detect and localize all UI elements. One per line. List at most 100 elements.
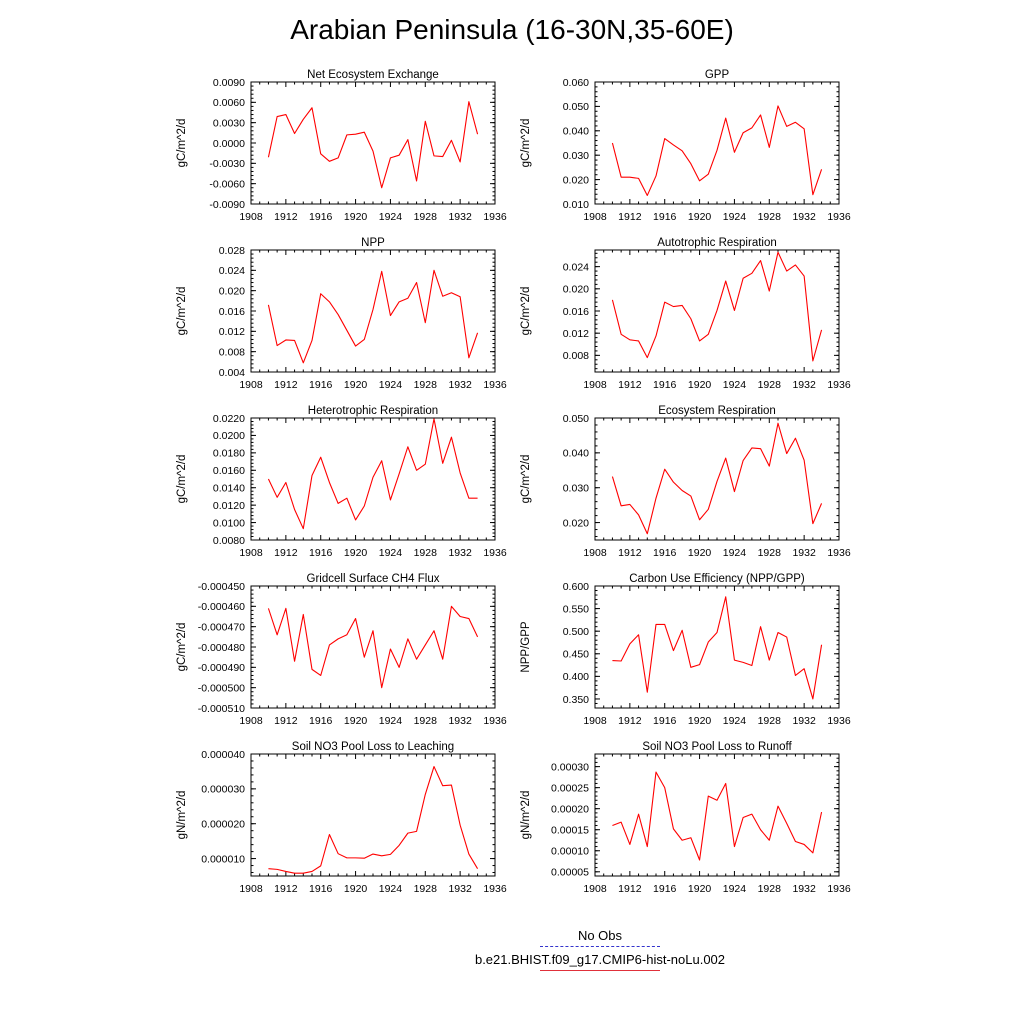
y-tick-label: 0.024 bbox=[219, 265, 245, 277]
x-tick-label: 1924 bbox=[379, 883, 403, 895]
legend-line-obs bbox=[540, 946, 660, 947]
y-tick-label: 0.0200 bbox=[213, 430, 245, 442]
x-tick-label: 1912 bbox=[274, 715, 298, 727]
x-tick-label: 1928 bbox=[414, 547, 438, 559]
x-tick-label: 1924 bbox=[723, 379, 747, 391]
y-tick-label: 0.0120 bbox=[213, 500, 245, 512]
y-tick-label: 0.000020 bbox=[201, 819, 245, 831]
x-tick-label: 1936 bbox=[483, 379, 507, 391]
y-tick-label: 0.0090 bbox=[213, 77, 245, 89]
x-tick-label: 1908 bbox=[239, 547, 263, 559]
y-tick-label: 0.00025 bbox=[551, 782, 589, 794]
y-tick-label: 0.0220 bbox=[213, 413, 245, 425]
panel-title: Gridcell Surface CH4 Flux bbox=[307, 573, 440, 585]
y-tick-label: 0.550 bbox=[563, 603, 589, 615]
y-tick-label: 0.012 bbox=[219, 326, 245, 338]
x-tick-label: 1920 bbox=[344, 211, 368, 223]
y-axis-label: gC/m^2/d bbox=[176, 623, 188, 672]
x-tick-label: 1912 bbox=[618, 715, 642, 727]
y-axis-label: gC/m^2/d bbox=[176, 287, 188, 336]
x-tick-label: 1932 bbox=[792, 211, 816, 223]
y-tick-label: 0.350 bbox=[563, 694, 589, 706]
y-tick-label: 0.0060 bbox=[213, 97, 245, 109]
x-tick-label: 1932 bbox=[792, 883, 816, 895]
x-tick-label: 1932 bbox=[448, 379, 472, 391]
y-tick-label: 0.000030 bbox=[201, 784, 245, 796]
y-axis-label: gC/m^2/d bbox=[176, 119, 188, 168]
panel-title: NPP bbox=[361, 237, 385, 249]
series-line bbox=[267, 269, 479, 364]
x-tick-label: 1916 bbox=[653, 379, 677, 391]
plot-frame bbox=[250, 585, 496, 709]
x-tick-label: 1924 bbox=[723, 547, 747, 559]
x-tick-label: 1936 bbox=[483, 715, 507, 727]
y-axis-label: gN/m^2/d bbox=[520, 791, 532, 840]
x-tick-label: 1916 bbox=[309, 883, 333, 895]
x-tick-label: 1928 bbox=[758, 547, 782, 559]
x-tick-label: 1916 bbox=[653, 547, 677, 559]
x-tick-label: 1932 bbox=[792, 379, 816, 391]
series-line bbox=[267, 605, 479, 689]
panel-title: Soil NO3 Pool Loss to Leaching bbox=[292, 741, 454, 753]
x-tick-label: 1936 bbox=[827, 379, 851, 391]
x-tick-label: 1912 bbox=[274, 883, 298, 895]
panel-title: Soil NO3 Pool Loss to Runoff bbox=[642, 741, 792, 753]
y-tick-label: 0.00020 bbox=[551, 803, 589, 815]
x-tick-label: 1924 bbox=[379, 547, 403, 559]
legend-label-obs: No Obs bbox=[577, 928, 623, 943]
series-line bbox=[612, 596, 823, 700]
y-tick-label: -0.000460 bbox=[198, 601, 245, 613]
y-tick-label: 0.050 bbox=[563, 413, 589, 425]
y-tick-label: 0.030 bbox=[563, 483, 589, 495]
y-tick-label: -0.0060 bbox=[209, 178, 245, 190]
x-tick-label: 1928 bbox=[758, 715, 782, 727]
y-tick-label: 0.010 bbox=[563, 199, 589, 211]
y-tick-label: -0.000510 bbox=[198, 703, 245, 715]
y-tick-label: 0.0160 bbox=[213, 465, 245, 477]
y-tick-label: -0.0030 bbox=[209, 158, 245, 170]
x-tick-label: 1936 bbox=[827, 715, 851, 727]
x-tick-label: 1932 bbox=[792, 547, 816, 559]
y-axis-label: gC/m^2/d bbox=[520, 455, 532, 504]
x-tick-label: 1908 bbox=[239, 379, 263, 391]
x-tick-label: 1936 bbox=[483, 547, 507, 559]
x-tick-label: 1924 bbox=[723, 715, 747, 727]
series-line bbox=[611, 251, 823, 362]
y-tick-label: 0.0080 bbox=[213, 535, 245, 547]
x-tick-label: 1912 bbox=[618, 211, 642, 223]
panel-title: Net Ecosystem Exchange bbox=[307, 69, 439, 81]
series-line bbox=[612, 771, 823, 861]
x-tick-label: 1936 bbox=[827, 883, 851, 895]
plot-frame bbox=[594, 753, 840, 877]
x-tick-label: 1908 bbox=[583, 547, 607, 559]
y-tick-label: 0.450 bbox=[563, 649, 589, 661]
x-tick-label: 1912 bbox=[274, 211, 298, 223]
x-tick-label: 1908 bbox=[239, 883, 263, 895]
x-tick-label: 1908 bbox=[583, 883, 607, 895]
x-tick-label: 1932 bbox=[448, 883, 472, 895]
y-tick-label: 0.040 bbox=[563, 126, 589, 138]
x-tick-label: 1920 bbox=[344, 883, 368, 895]
legend: No Obs b.e21.BHIST.f09_g17.CMIP6-hist-no… bbox=[440, 928, 760, 971]
y-axis-label: gC/m^2/d bbox=[176, 455, 188, 504]
y-tick-label: 0.008 bbox=[219, 346, 245, 358]
x-tick-label: 1916 bbox=[309, 211, 333, 223]
plot-frame bbox=[250, 81, 496, 205]
x-tick-label: 1932 bbox=[448, 211, 472, 223]
x-tick-label: 1920 bbox=[688, 211, 712, 223]
y-tick-label: 0.0180 bbox=[213, 448, 245, 460]
y-tick-label: 0.00030 bbox=[551, 761, 589, 773]
y-tick-label: 0.020 bbox=[563, 284, 589, 296]
x-tick-label: 1916 bbox=[653, 883, 677, 895]
y-tick-label: 0.0030 bbox=[213, 117, 245, 129]
x-tick-label: 1920 bbox=[344, 715, 368, 727]
y-tick-label: 0.024 bbox=[563, 261, 589, 273]
x-tick-label: 1912 bbox=[274, 547, 298, 559]
x-tick-label: 1928 bbox=[758, 211, 782, 223]
x-tick-label: 1908 bbox=[583, 211, 607, 223]
series-line bbox=[267, 418, 478, 530]
x-tick-label: 1908 bbox=[239, 715, 263, 727]
x-tick-label: 1916 bbox=[653, 211, 677, 223]
y-tick-label: -0.000480 bbox=[198, 642, 245, 654]
x-tick-label: 1924 bbox=[379, 715, 403, 727]
